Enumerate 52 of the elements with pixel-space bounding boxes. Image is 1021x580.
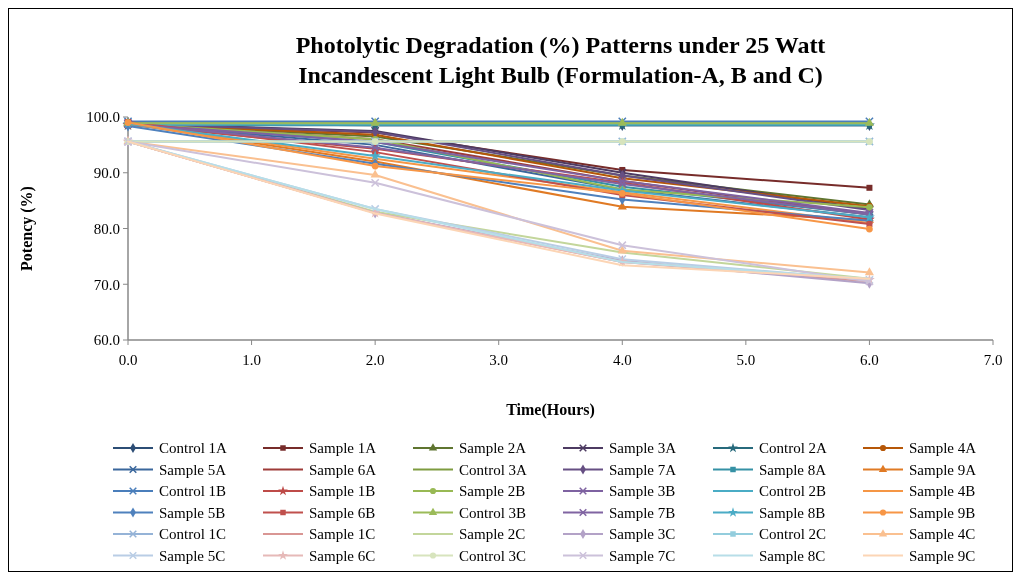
legend-label: Sample 4A	[909, 440, 977, 457]
x-tick-label: 6.0	[860, 352, 879, 368]
legend-label: Control 3C	[459, 547, 527, 564]
legend-label: Sample 8C	[759, 547, 826, 564]
legend-label: Sample 8B	[759, 504, 826, 521]
y-tick-label: 60.0	[93, 332, 120, 349]
legend-label: Sample 1A	[309, 440, 377, 457]
legend-label: Control 3A	[459, 461, 528, 478]
legend-label: Sample 4C	[909, 526, 976, 543]
legend-label: Sample 9A	[909, 461, 977, 478]
x-tick-label: 2.0	[365, 352, 385, 368]
legend-label: Sample 5A	[159, 461, 227, 478]
legend-label: Sample 3C	[609, 526, 676, 543]
y-tick-label: 100.0	[86, 109, 120, 126]
legend-label: Control 1A	[159, 440, 228, 457]
legend-label: Sample 3B	[609, 483, 676, 500]
legend-label: Sample 6B	[309, 504, 376, 521]
x-tick-label: 7.0	[983, 352, 1003, 368]
y-tick-label: 70.0	[93, 276, 120, 293]
legend-label: Control 1C	[159, 526, 227, 543]
chart-title: Photolytic Degradation (%) Patterns under 25 Watt Incandescent Light Bulb (Formulation-A, B and C)	[295, 32, 826, 88]
legend-label: Sample 1C	[309, 526, 376, 543]
legend-label: Control 3B	[459, 504, 527, 521]
legend-label: Sample 7A	[609, 461, 677, 478]
legend-label: Sample 1B	[309, 483, 376, 500]
legend-label: Sample 9B	[909, 504, 976, 521]
y-tick-label: 90.0	[93, 165, 120, 181]
x-tick-label: 0.0	[118, 352, 138, 368]
legend-label: Sample 5C	[159, 547, 226, 564]
legend-label: Sample 4B	[909, 483, 976, 500]
x-axis-title: Time(Hours)	[506, 401, 595, 419]
legend-label: Sample 7C	[609, 547, 676, 564]
legend-label: Sample 2B	[459, 483, 526, 500]
y-axis-title: Potency (%)	[18, 186, 36, 271]
legend-label: Sample 3A	[609, 440, 677, 457]
legend-label: Control 2C	[759, 526, 827, 543]
legend-label: Sample 8A	[759, 461, 827, 478]
legend-label: Sample 2C	[459, 526, 526, 543]
x-tick-label: 1.0	[242, 352, 261, 368]
x-tick-label: 3.0	[489, 352, 509, 368]
x-tick-label: 5.0	[736, 352, 756, 368]
legend-label: Sample 5B	[159, 504, 226, 521]
legend-label: Control 2B	[759, 483, 827, 500]
legend-label: Sample 2A	[459, 440, 527, 457]
legend-label: Control 1B	[159, 483, 227, 500]
y-tick-label: 80.0	[93, 220, 120, 237]
legend-label: Sample 6A	[309, 461, 377, 478]
x-tick-label: 4.0	[612, 352, 632, 368]
legend-label: Sample 9C	[909, 547, 976, 564]
legend-label: Sample 7B	[609, 504, 676, 521]
legend-label: Sample 6C	[309, 547, 376, 564]
legend-label: Control 2A	[759, 440, 828, 457]
